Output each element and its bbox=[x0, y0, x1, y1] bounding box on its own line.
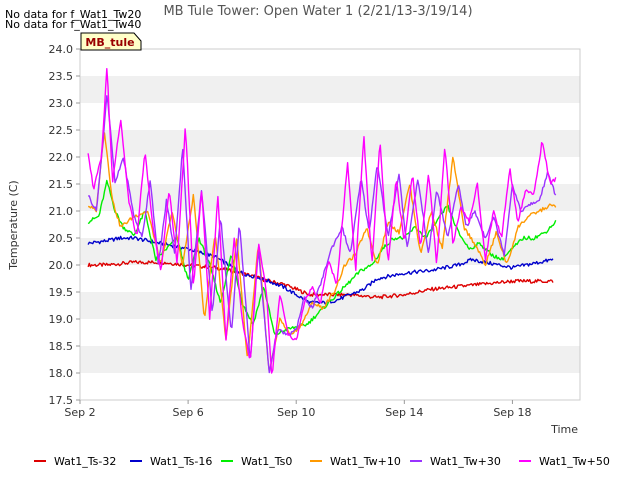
y-tick-label: 20.0 bbox=[49, 259, 74, 272]
no-data-note-2: No data for f_Wat1_Tw40 bbox=[5, 18, 142, 31]
chart-title: MB Tule Tower: Open Water 1 (2/21/13-3/1… bbox=[163, 4, 472, 19]
legend: Wat1_Ts-32 Wat1_Ts-16 Wat1_Ts0 Wat1_Tw+10 Wa… bbox=[34, 455, 610, 468]
x-tick-label: Sep 18 bbox=[493, 406, 531, 419]
series-line-wat1-tw-10 bbox=[87, 132, 557, 373]
series-lines bbox=[87, 67, 557, 374]
x-tick-label: Sep 10 bbox=[277, 406, 315, 419]
y-tick-label: 17.5 bbox=[49, 394, 74, 407]
x-tick-label: Sep 14 bbox=[385, 406, 423, 419]
y-tick-label: 23.5 bbox=[49, 70, 74, 83]
y-tick-label: 22.5 bbox=[49, 124, 74, 137]
grid-band bbox=[80, 76, 580, 103]
y-tick-label: 24.0 bbox=[49, 43, 74, 56]
y-tick-label: 23.0 bbox=[49, 97, 74, 110]
grid-band bbox=[80, 130, 580, 157]
legend-label: Wat1_Ts0 bbox=[241, 455, 292, 468]
site-label: MB_tule bbox=[85, 36, 134, 49]
y-tick-label: 19.0 bbox=[49, 313, 74, 326]
y-tick-label: 21.5 bbox=[49, 178, 74, 191]
y-axis-label: Temperature (C) bbox=[7, 180, 20, 270]
x-axis-label: Time bbox=[550, 423, 578, 436]
legend-label: Wat1_Tw+10 bbox=[330, 455, 401, 468]
legend-label: Wat1_Ts-16 bbox=[150, 455, 212, 468]
y-tick-label: 19.5 bbox=[49, 286, 74, 299]
y-tick-label: 18.5 bbox=[49, 340, 74, 353]
grid-bands bbox=[80, 76, 580, 373]
x-tick-label: Sep 6 bbox=[172, 406, 203, 419]
site-label-box: MB_tule bbox=[80, 32, 142, 51]
grid-band bbox=[80, 346, 580, 373]
y-tick-label: 22.0 bbox=[49, 151, 74, 164]
grid-band bbox=[80, 184, 580, 211]
plot-area bbox=[79, 48, 581, 401]
y-tick-label: 21.0 bbox=[49, 205, 74, 218]
series-line-wat1-tw-50 bbox=[87, 67, 557, 374]
legend-label: Wat1_Tw+50 bbox=[539, 455, 610, 468]
y-tick-label: 18.0 bbox=[49, 367, 74, 380]
x-tick-label: Sep 2 bbox=[64, 406, 95, 419]
legend-label: Wat1_Tw+30 bbox=[430, 455, 501, 468]
y-axis: 17.5 18.0 18.5 19.0 19.5 20.0 20.5 21.0 21.5 22.0… bbox=[49, 43, 80, 407]
legend-label: Wat1_Ts-32 bbox=[54, 455, 116, 468]
series-line-wat1-tw-30 bbox=[88, 95, 557, 374]
y-tick-label: 20.5 bbox=[49, 232, 74, 245]
series-line-wat1-ts-32 bbox=[87, 260, 554, 300]
no-data-note-1: No data for f_Wat1_Tw20 bbox=[5, 8, 142, 21]
x-axis: Sep 2 Sep 6 Sep 10 Sep 14 Sep 18 bbox=[64, 400, 532, 419]
